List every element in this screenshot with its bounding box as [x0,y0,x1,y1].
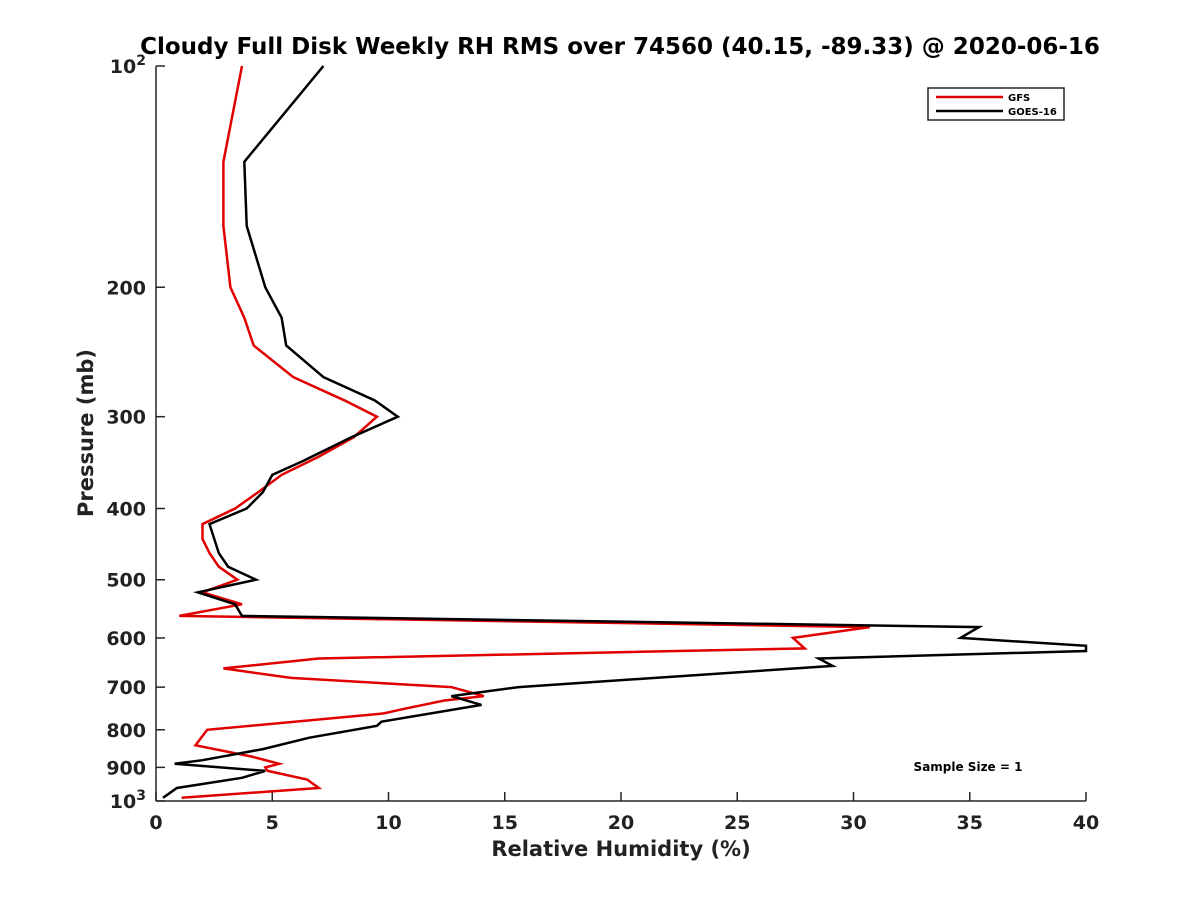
x-tick-label: 15 [492,812,518,834]
chart-title: Cloudy Full Disk Weekly RH RMS over 7456… [140,34,1100,60]
legend-box [927,87,1065,121]
y-tick-label-exponent: 2 [136,53,146,69]
legend-label-gfs: GFS [1008,93,1030,104]
y-axis-label: Pressure (mb) [74,349,98,517]
x-tick-label: 25 [724,812,750,834]
y-tick-label-base: 300 [106,407,146,429]
y-tick-label: 700 [106,677,146,699]
legend-label-goes16: GOES-16 [1008,107,1057,118]
y-tick-label: 500 [106,570,146,592]
y-tick-label-base: 400 [106,499,146,521]
y-tick-label-base: 200 [106,277,146,299]
y-tick-label: 400 [106,499,146,521]
plot-area [155,66,1086,802]
y-tick-label-exponent: 3 [136,788,146,804]
y-tick-label: 600 [106,628,146,650]
y-tick-label-base: 700 [106,677,146,699]
y-tick-label: 200 [106,277,146,299]
legend: GFS GOES-16 [927,87,1065,121]
y-tick-label-base: 10 [110,791,136,813]
x-tick-label: 5 [266,812,279,834]
series-line-goes16 [162,65,1088,799]
y-tick-label-base: 800 [106,720,146,742]
y-tick-label: 800 [106,720,146,742]
y-tick-label-base: 500 [106,570,146,592]
x-tick-label: 0 [149,812,162,834]
y-tick-label: 900 [106,757,146,779]
x-tick-label: 40 [1073,812,1099,834]
y-tick-label-base: 10 [110,56,136,78]
y-tick-label: 102 [110,53,146,78]
x-tick-label: 30 [840,812,866,834]
sample-size-annotation: Sample Size = 1 [914,760,1023,774]
y-tick-label: 103 [110,788,146,813]
x-tick-label: 10 [375,812,401,834]
x-axis-label: Relative Humidity (%) [491,837,750,861]
x-tick-label: 20 [608,812,634,834]
y-tick-label-base: 600 [106,628,146,650]
y-tick-label-base: 900 [106,757,146,779]
y-tick-label: 300 [106,407,146,429]
x-axis-ticks: 0 5 10 15 20 25 30 35 40 [149,792,1099,834]
series-lines [162,65,1088,800]
x-tick-label: 35 [957,812,983,834]
series-line-gfs [179,65,870,800]
